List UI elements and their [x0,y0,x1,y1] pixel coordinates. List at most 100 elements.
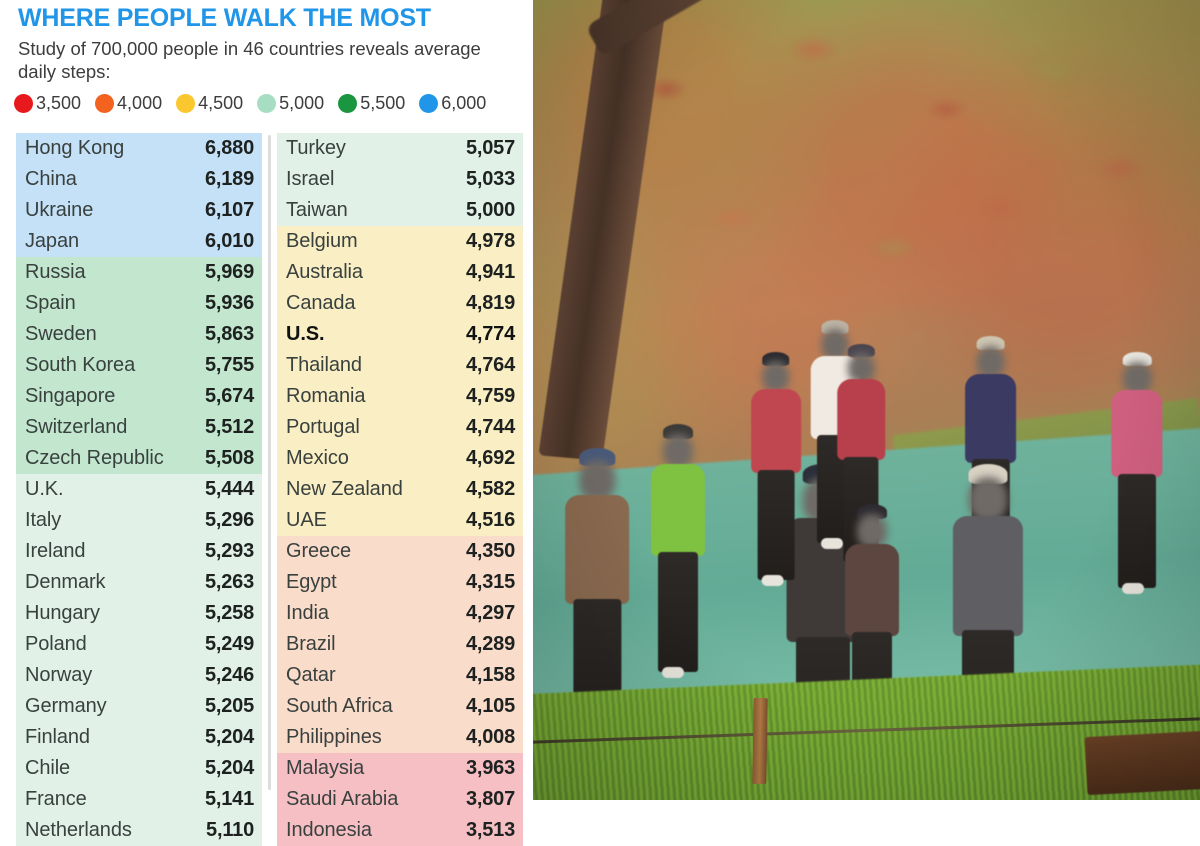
steps-value: 5,204 [204,726,254,748]
table-row: Brazil 4,289 [277,629,523,660]
country-name: Philippines [286,726,382,748]
country-name: Brazil [286,633,336,655]
country-name: Australia [286,261,363,283]
table-row: U.S. 4,774 [277,319,523,350]
table-row: South Africa 4,105 [277,691,523,722]
steps-value: 6,189 [204,168,254,190]
legend: 3,500 4,000 4,500 5,000 5,500 6,000 [6,93,533,114]
steps-value: 5,508 [204,447,254,469]
table-row: Qatar 4,158 [277,660,523,691]
table-row: Ukraine 6,107 [16,195,262,226]
blurred-face [1122,361,1152,394]
table-row: Romania 4,759 [277,381,523,412]
table-row: South Korea 5,755 [16,350,262,381]
steps-value: 4,819 [465,292,515,314]
steps-value: 5,296 [204,509,254,531]
legend-item: 5,500 [338,93,405,114]
steps-value: 5,057 [465,137,515,159]
steps-value: 4,764 [465,354,515,376]
country-name: Belgium [286,230,358,252]
steps-value: 4,692 [465,447,515,469]
torso [837,379,886,461]
steps-value: 5,936 [204,292,254,314]
country-name: Denmark [25,571,106,593]
steps-value: 5,205 [204,695,254,717]
table-row: China 6,189 [16,164,262,195]
table-row: U.K. 5,444 [16,474,262,505]
country-name: Russia [25,261,86,283]
steps-value: 4,516 [465,509,515,531]
shoe [761,575,784,587]
table-row: Sweden 5,863 [16,319,262,350]
country-name: South Africa [286,695,393,717]
steps-value: 4,289 [465,633,515,655]
steps-value: 4,582 [465,478,515,500]
table-column-right: Turkey 5,057 Israel 5,033 Taiwan 5,000 Belgium… [277,133,523,846]
torso [953,516,1024,636]
torso [964,374,1017,463]
legend-item: 6,000 [419,93,486,114]
infographic-panel: WHERE PEOPLE WALK THE MOST Study of 700,… [0,0,533,846]
blurred-face [663,434,694,468]
person-walking [646,424,710,724]
table-row: India 4,297 [277,598,523,629]
country-name: UAE [286,509,327,531]
steps-value: 5,258 [204,602,254,624]
steps-value: 5,512 [204,416,254,438]
steps-value: 4,774 [465,323,515,345]
steps-value: 4,759 [465,385,515,407]
steps-value: 5,246 [204,664,254,686]
steps-value: 5,263 [204,571,254,593]
table-row: New Zealand 4,582 [277,474,523,505]
country-name: Egypt [286,571,337,593]
steps-value: 5,755 [204,354,254,376]
steps-value: 5,969 [204,261,254,283]
blurred-face [968,477,1008,522]
steps-value: 6,880 [204,137,254,159]
table-row: Switzerland 5,512 [16,412,262,443]
steps-value: 6,010 [204,230,254,252]
table-row: Israel 5,033 [277,164,523,195]
photo-walkers [533,0,1200,800]
table-row: Poland 5,249 [16,629,262,660]
steps-value: 4,744 [465,416,515,438]
country-name: Taiwan [286,199,348,221]
steps-value: 4,158 [465,664,515,686]
country-name: Hong Kong [25,137,125,159]
table-row: Spain 5,936 [16,288,262,319]
country-name: Italy [25,509,62,531]
column-divider [268,135,271,790]
country-name: Norway [25,664,93,686]
country-name: Israel [286,168,335,190]
steps-value: 5,444 [204,478,254,500]
shoe [662,667,685,678]
infographic-header: WHERE PEOPLE WALK THE MOST Study of 700,… [0,0,533,83]
table-row: Canada 4,819 [277,288,523,319]
table-row: Portugal 4,744 [277,412,523,443]
table-row: Japan 6,010 [16,226,262,257]
country-name: Switzerland [25,416,128,438]
table-row: Belgium 4,978 [277,226,523,257]
blurred-face [976,345,1005,379]
country-name: Indonesia [286,819,372,841]
steps-value: 6,107 [204,199,254,221]
steps-value: 5,674 [204,385,254,407]
legend-item: 4,000 [95,93,162,114]
country-name: Singapore [25,385,116,407]
country-name: South Korea [25,354,136,376]
legend-label: 5,000 [279,93,325,114]
table-row: Hungary 5,258 [16,598,262,629]
table-row: Finland 5,204 [16,722,262,753]
country-name: Spain [25,292,76,314]
table-row: Denmark 5,263 [16,567,262,598]
country-name: Poland [25,633,87,655]
blurred-face [848,352,875,383]
steps-value: 4,941 [465,261,515,283]
table-row: Ireland 5,293 [16,536,262,567]
shoe [1121,582,1144,594]
country-name: Japan [25,230,79,252]
legend-dot-green [338,94,358,114]
table-row: Netherlands 5,110 [16,815,262,846]
table-row: Egypt 4,315 [277,567,523,598]
